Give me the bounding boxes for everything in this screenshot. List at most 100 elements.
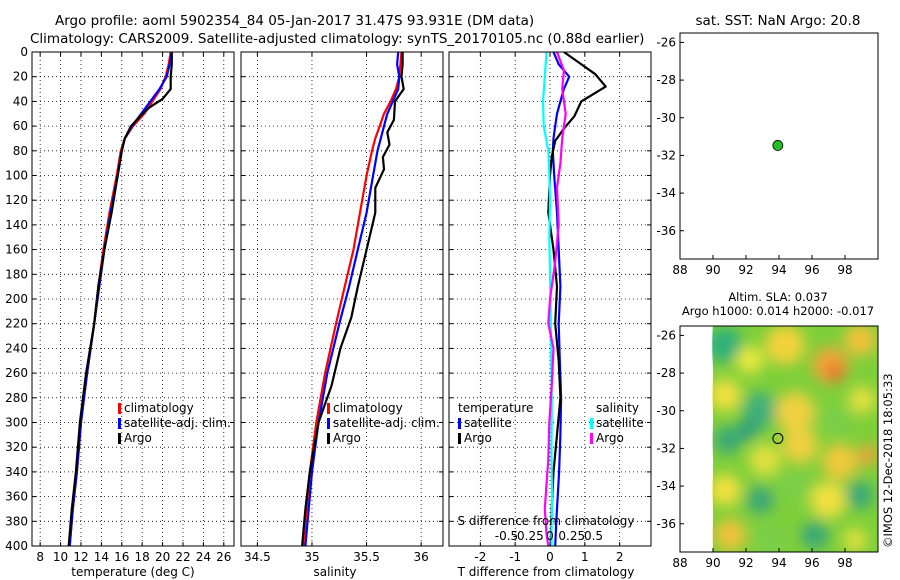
legend-sal-satellite: satellite — [596, 416, 644, 430]
temperature-xlabel: temperature (deg C) — [71, 565, 194, 579]
sla-blob — [736, 346, 764, 374]
x-tick-label: 96 — [804, 556, 819, 570]
sla-blob — [822, 444, 858, 480]
series-line-0 — [302, 52, 403, 546]
x-tick-label: 94 — [771, 556, 786, 570]
x-tick-label: 98 — [837, 263, 852, 277]
sla-blob — [858, 445, 878, 465]
x-tick-label: 12 — [73, 550, 88, 564]
x-tick-label: 18 — [135, 550, 150, 564]
sla-blob — [782, 427, 818, 463]
legend-temperature-title: temperature — [458, 401, 533, 415]
sla-blob — [738, 420, 758, 440]
sla-blob — [843, 528, 867, 552]
sst-map-panel: 88 90 92 94 96 98 -26 -28 -30 -32 -34 -36 — [656, 32, 879, 277]
legend-sal-satellite-swatch — [590, 418, 593, 429]
y-tick-label: 180 — [5, 267, 28, 281]
sla-blobs — [712, 326, 878, 552]
y-tick-label: 200 — [5, 292, 28, 306]
y-tick-label: -36 — [656, 224, 676, 238]
y-tick-label: -32 — [656, 441, 676, 455]
y-tick-label: 240 — [5, 341, 28, 355]
sla-blob — [754, 524, 786, 552]
y-tick-label: 20 — [13, 70, 28, 84]
x-tick-label: 98 — [837, 556, 852, 570]
legend-climatology: climatology — [333, 401, 403, 415]
x-tick-label: 8 — [36, 550, 44, 564]
y-tick-label: -26 — [656, 35, 676, 49]
top-tick-label: 0.25 — [558, 529, 585, 543]
legend-argo-swatch — [118, 433, 121, 444]
x-tick-label: 0 — [546, 550, 554, 564]
legend-sal-argo: Argo — [596, 431, 624, 445]
difference-panel: -2 -1 0 1 2-0.5-0.25 0 0.250.5temperaturesatel… — [448, 51, 652, 564]
series-group — [301, 52, 405, 546]
x-tick-label: 35.5 — [353, 550, 380, 564]
difference-top-label: S difference from climatology — [458, 514, 635, 528]
sla-blob — [801, 521, 829, 549]
legend-salinity-title: salinity — [596, 401, 639, 415]
x-tick-label: 88 — [672, 556, 687, 570]
series-line-2 — [541, 52, 554, 546]
sla-blob — [712, 379, 741, 411]
y-tick-label: -30 — [656, 111, 676, 125]
temperature-panel: 8 10 12 14 16 18 20 22 24 26020406080100120140160… — [5, 45, 235, 564]
sla-blob — [779, 469, 811, 501]
imos-watermark: ©IMOS 12-Dec-2018 18:05:33 — [881, 373, 895, 548]
top-tick-label: -0.25 — [513, 529, 544, 543]
x-tick-label: 96 — [804, 263, 819, 277]
sla-map-panel: 88 90 92 94 96 98 -26 -28 -30 -32 -34 -36 — [656, 325, 879, 570]
series-group — [67, 52, 173, 546]
legend-temp-satellite-swatch — [458, 418, 461, 429]
y-tick-label: 60 — [13, 119, 28, 133]
x-tick-label: 92 — [738, 556, 753, 570]
legend-satellite-swatch — [327, 418, 330, 429]
y-tick-label: 140 — [5, 218, 28, 232]
sla-heatmap — [712, 326, 878, 552]
sla-blob — [712, 474, 741, 506]
salinity-xlabel: salinity — [313, 565, 356, 579]
sst-map-title: sat. SST: NaN Argo: 20.8 — [696, 13, 861, 29]
legend-temp-argo-swatch — [458, 433, 461, 444]
sla-blob — [848, 386, 876, 414]
legend-argo: Argo — [124, 431, 152, 445]
sla-blob — [819, 404, 851, 436]
sla-blob — [712, 327, 743, 363]
sla-blob — [844, 326, 876, 356]
x-tick-label: 24 — [196, 550, 211, 564]
y-tick-label: 280 — [5, 391, 28, 405]
sla-map-title2: Argo h1000: 0.014 h2000: -0.017 — [682, 304, 874, 318]
y-tick-label: 0 — [20, 45, 28, 59]
y-tick-label: -26 — [656, 328, 676, 342]
y-tick-label: 360 — [5, 490, 28, 504]
sla-blob — [765, 326, 805, 365]
y-tick-label: -34 — [656, 479, 676, 493]
sla-blob — [714, 519, 746, 551]
x-tick-label: 88 — [672, 263, 687, 277]
series-line-2 — [301, 52, 405, 546]
sla-blob — [714, 426, 742, 454]
sla-blob — [746, 486, 774, 514]
y-tick-label: 160 — [5, 243, 28, 257]
legend-temp-argo: Argo — [464, 431, 492, 445]
legend-sal-argo-swatch — [590, 433, 593, 444]
difference-xlabel: T difference from climatology — [457, 565, 635, 579]
x-tick-label: 22 — [175, 550, 190, 564]
sla-map-title1: Altim. SLA: 0.037 — [728, 290, 827, 304]
series-group — [541, 52, 607, 546]
y-tick-label: 320 — [5, 440, 28, 454]
top-tick-label: 0.5 — [584, 529, 603, 543]
y-tick-label: 40 — [13, 94, 28, 108]
legend-climatology: climatology — [124, 401, 194, 415]
y-tick-label: 80 — [13, 144, 28, 158]
sla-blob — [742, 392, 778, 428]
sla-blob — [825, 362, 845, 382]
x-tick-label: 90 — [705, 556, 720, 570]
y-tick-label: 100 — [5, 169, 28, 183]
x-tick-label: 2 — [616, 550, 624, 564]
y-tick-label: 120 — [5, 193, 28, 207]
y-tick-label: 340 — [5, 465, 28, 479]
x-tick-label: 35 — [304, 550, 319, 564]
y-tick-label: 260 — [5, 366, 28, 380]
figure-title-line1: Argo profile: aoml 5902354_84 05-Jan-201… — [55, 13, 534, 29]
